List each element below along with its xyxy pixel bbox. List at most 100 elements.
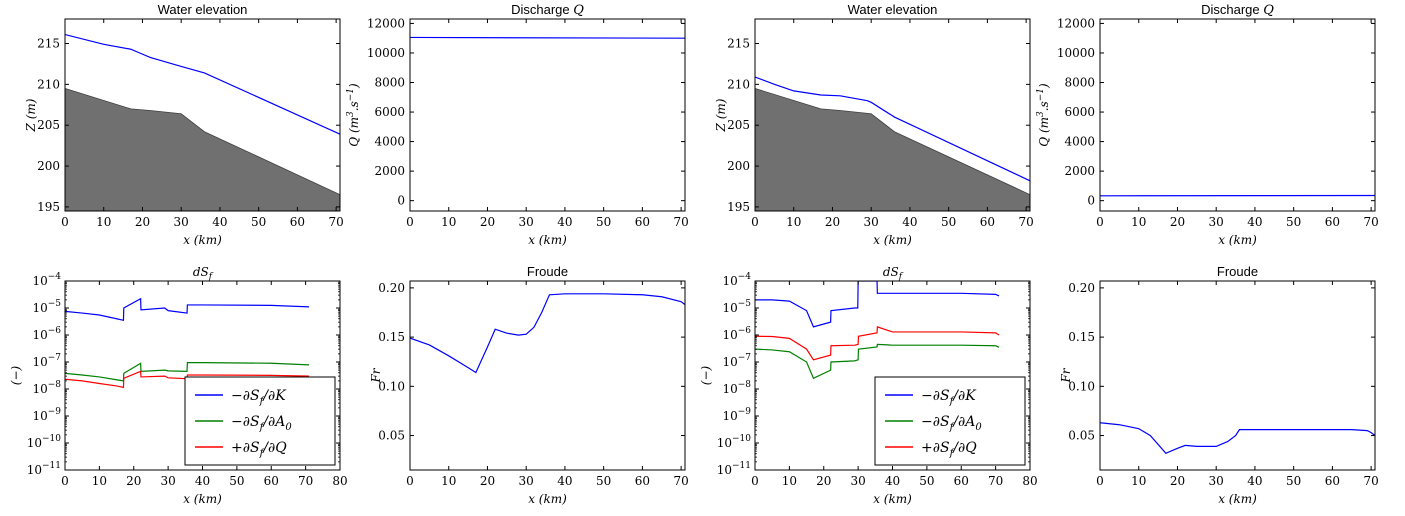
x-tick-label: 70: [1018, 215, 1033, 229]
y-tick-label: 10000: [367, 46, 405, 60]
bed-area: [755, 88, 1030, 211]
legend-label-1: −∂Sf/∂K: [231, 388, 287, 407]
y-tick-label: 0: [397, 194, 405, 208]
legend-label-3: +∂Sf/∂Q: [231, 440, 287, 459]
chart-title: Discharge Q: [1201, 2, 1274, 18]
x-axis-label: x (km): [528, 233, 567, 247]
x-tick-label: 0: [61, 474, 69, 488]
y-tick-label: 10−11: [717, 461, 751, 477]
x-tick-label: 40: [212, 215, 227, 229]
axes-frame: [409, 18, 686, 212]
x-tick-label: 0: [406, 215, 414, 229]
y-axis-label: Z (m): [714, 98, 728, 132]
y-tick-label: 10−6: [722, 326, 751, 342]
y-tick-label: 10−11: [27, 461, 61, 477]
x-tick-label: 30: [1209, 215, 1224, 229]
x-tick-label: 60: [954, 474, 969, 488]
y-tick-label: 0.20: [378, 281, 405, 295]
x-tick-label: 20: [135, 215, 150, 229]
y-tick-label: 195: [37, 200, 60, 214]
x-tick-label: 0: [61, 215, 69, 229]
x-tick-label: 70: [328, 215, 343, 229]
y-tick-label: 205: [727, 118, 750, 132]
legend-box: [874, 376, 1026, 466]
x-axis-label: x (km): [1218, 233, 1257, 247]
x-tick-label: 10: [92, 474, 107, 488]
x-tick-label: 0: [406, 474, 414, 488]
y-tick-label: 12000: [367, 16, 405, 30]
x-tick-label: 20: [480, 474, 495, 488]
x-tick-label: 80: [332, 474, 347, 488]
x-tick-label: 50: [229, 474, 244, 488]
x-tick-label: 80: [1022, 474, 1037, 488]
chart-title: Water elevation: [158, 2, 248, 17]
chart-title: Froude: [527, 264, 568, 279]
y-tick-label: 10−9: [32, 407, 61, 423]
series-line-1: [410, 293, 685, 374]
axes-frame: [64, 18, 341, 212]
x-tick-label: 20: [480, 215, 495, 229]
chart-title: Discharge Q: [511, 2, 584, 18]
y-axis-label: Fr: [369, 367, 383, 383]
x-tick-label: 10: [96, 215, 111, 229]
axes-frame: [754, 18, 1031, 212]
x-tick-label: 30: [160, 474, 175, 488]
x-tick-label: 50: [1286, 474, 1301, 488]
x-tick-label: 50: [596, 474, 611, 488]
x-tick-label: 50: [919, 474, 934, 488]
x-tick-label: 0: [1096, 215, 1104, 229]
x-axis-label: x (km): [183, 233, 222, 247]
y-tick-label: 10−10: [27, 434, 62, 450]
x-tick-label: 30: [519, 215, 534, 229]
y-tick-label: 0.15: [378, 330, 405, 344]
series-line-3: [755, 326, 1000, 361]
x-tick-label: 70: [1363, 215, 1378, 229]
x-tick-label: 40: [1247, 474, 1262, 488]
x-tick-label: 70: [298, 474, 313, 488]
x-tick-label: 60: [980, 215, 995, 229]
chart-title: Froude: [1217, 264, 1258, 279]
x-tick-label: 60: [635, 215, 650, 229]
y-tick-label: 0.10: [378, 379, 405, 393]
x-tick-label: 0: [1096, 474, 1104, 488]
x-tick-label: 40: [195, 474, 210, 488]
x-tick-label: 50: [596, 215, 611, 229]
x-tick-label: 10: [782, 474, 797, 488]
y-tick-label: 6000: [374, 105, 405, 119]
y-axis-label: Q (m3.s−1): [1036, 83, 1051, 147]
y-tick-label: 12000: [1057, 16, 1095, 30]
x-tick-label: 60: [635, 474, 650, 488]
y-tick-label: 0.05: [378, 429, 405, 443]
x-tick-label: 70: [673, 215, 688, 229]
x-tick-label: 70: [988, 474, 1003, 488]
y-tick-label: 205: [37, 118, 60, 132]
axes-frame: [1099, 280, 1376, 471]
subplot-7: 0 10 20 30 40 50 60 70 80 10−11 10−10 10−9 10−8 10−7 1…: [699, 265, 1038, 506]
y-tick-label: 10−6: [32, 326, 61, 342]
x-tick-label: 70: [673, 474, 688, 488]
legend: −∂Sf/∂K −∂Sf/∂A0 +∂Sf/∂Q: [874, 376, 1026, 466]
x-tick-label: 40: [557, 474, 572, 488]
y-tick-label: 10−8: [32, 380, 61, 396]
series-line-2: [755, 343, 1000, 380]
y-tick-label: 195: [727, 200, 750, 214]
x-tick-label: 10: [786, 215, 801, 229]
x-tick-label: 40: [885, 474, 900, 488]
y-tick-label: 10−4: [722, 272, 751, 288]
y-tick-label: 10−10: [717, 434, 752, 450]
x-tick-label: 10: [441, 215, 456, 229]
x-tick-label: 60: [290, 215, 305, 229]
x-tick-label: 50: [1286, 215, 1301, 229]
subplot-1: 0 10 20 30 40 50 60 70 195 200 205 210 215 Water elev…: [24, 2, 344, 247]
x-tick-label: 20: [1170, 215, 1185, 229]
x-tick-label: 40: [902, 215, 917, 229]
y-tick-label: 210: [727, 77, 750, 91]
x-tick-label: 10: [441, 474, 456, 488]
y-tick-label: 10−5: [722, 299, 751, 315]
series-line-1: [410, 36, 685, 39]
y-tick-label: 200: [37, 159, 60, 173]
y-tick-label: 10−7: [32, 353, 61, 369]
x-tick-label: 0: [751, 474, 759, 488]
y-tick-label: 0.10: [1068, 379, 1095, 393]
y-tick-label: 10−9: [722, 407, 751, 423]
